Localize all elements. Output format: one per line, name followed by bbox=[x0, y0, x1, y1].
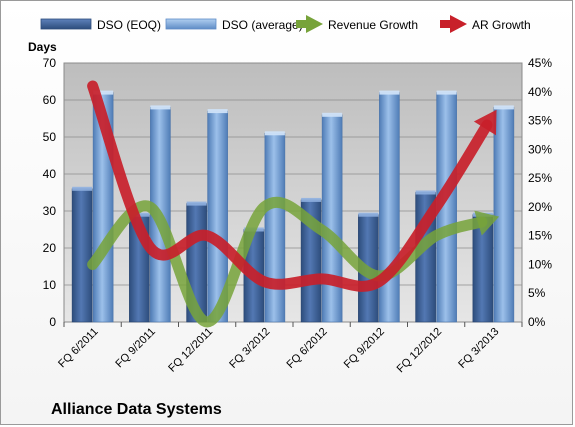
y-axis-label-left: Days bbox=[28, 40, 57, 54]
y-tick-label-left: 0 bbox=[49, 315, 56, 329]
bar-dso-average bbox=[379, 92, 400, 323]
bar-dso-average bbox=[493, 107, 515, 323]
bar-dso-average bbox=[264, 133, 286, 323]
y-tick-label-right: 45% bbox=[528, 56, 552, 70]
y-tick-label-right: 15% bbox=[528, 229, 552, 243]
bar-top-dso-average bbox=[264, 131, 285, 136]
chart-title: Alliance Data Systems bbox=[51, 401, 222, 418]
x-tick-label: FQ 9/2011 bbox=[113, 326, 158, 371]
bar-dso-eoq bbox=[71, 188, 93, 323]
y-tick-label-right: 25% bbox=[528, 171, 552, 185]
legend-label-revenue-growth: Revenue Growth bbox=[328, 18, 418, 32]
y-tick-label-left: 30 bbox=[43, 204, 57, 218]
y-tick-label-right: 30% bbox=[528, 142, 552, 156]
x-tick-label: FQ 3/2013 bbox=[456, 326, 501, 371]
y-tick-label-right: 10% bbox=[528, 257, 552, 271]
legend-label-dso-eoq: DSO (EOQ) bbox=[97, 18, 161, 32]
legend-item-revenue-growth: Revenue Growth bbox=[296, 15, 418, 33]
bar-top-dso-eoq bbox=[358, 212, 379, 217]
x-tick-label: FQ 9/2012 bbox=[342, 326, 387, 371]
line-ar-growth bbox=[87, 80, 493, 292]
bar-dso-average bbox=[321, 114, 343, 323]
y-tick-label-left: 20 bbox=[43, 241, 57, 255]
y-tick-label-right: 5% bbox=[528, 286, 546, 300]
bar-top-dso-average bbox=[436, 90, 457, 95]
bar-top-dso-eoq bbox=[72, 186, 93, 191]
line-ar-growth-arrowhead bbox=[473, 109, 497, 136]
bar-top-dso-eoq bbox=[415, 190, 436, 195]
x-tick-label: FQ 12/2012 bbox=[395, 326, 445, 376]
x-tick-label: FQ 6/2012 bbox=[285, 326, 330, 371]
y-tick-label-left: 50 bbox=[43, 130, 57, 144]
bar-top-dso-eoq bbox=[186, 201, 207, 206]
legend-label-ar-growth: AR Growth bbox=[472, 18, 531, 32]
legend: DSO (EOQ) DSO (average) Revenue Growth A… bbox=[40, 15, 531, 33]
growth-lines bbox=[87, 80, 500, 328]
y-tick-label-left: 10 bbox=[43, 278, 57, 292]
y-tick-label-left: 40 bbox=[43, 167, 57, 181]
bar-top-dso-average bbox=[93, 90, 114, 95]
bar-top-dso-average bbox=[379, 90, 400, 95]
x-tick-label: FQ 12/2011 bbox=[166, 326, 215, 375]
legend-item-dso-average: DSO (average) bbox=[165, 18, 303, 32]
legend-item-ar-growth: AR Growth bbox=[440, 15, 531, 33]
y-tick-label-right: 20% bbox=[528, 200, 552, 214]
legend-label-dso-average: DSO (average) bbox=[222, 18, 303, 32]
y-tick-label-left: 60 bbox=[43, 93, 57, 107]
x-tick-label: FQ 3/2012 bbox=[227, 326, 272, 371]
y-tick-label-right: 40% bbox=[528, 85, 552, 99]
line-revenue-growth-arrowhead bbox=[474, 210, 500, 236]
bar-top-dso-average bbox=[493, 105, 514, 110]
legend-item-dso-eoq: DSO (EOQ) bbox=[40, 18, 161, 32]
y-tick-label-left: 70 bbox=[43, 56, 57, 70]
y-tick-label-right: 35% bbox=[528, 114, 552, 128]
x-tick-label: FQ 6/2011 bbox=[56, 326, 101, 371]
bar-top-dso-eoq bbox=[301, 197, 322, 202]
bar-top-dso-average bbox=[150, 105, 171, 110]
bar-top-dso-average bbox=[322, 112, 343, 117]
y-tick-label-right: 0% bbox=[528, 315, 546, 329]
bar-top-dso-average bbox=[207, 109, 228, 114]
line-revenue-growth bbox=[87, 196, 488, 328]
